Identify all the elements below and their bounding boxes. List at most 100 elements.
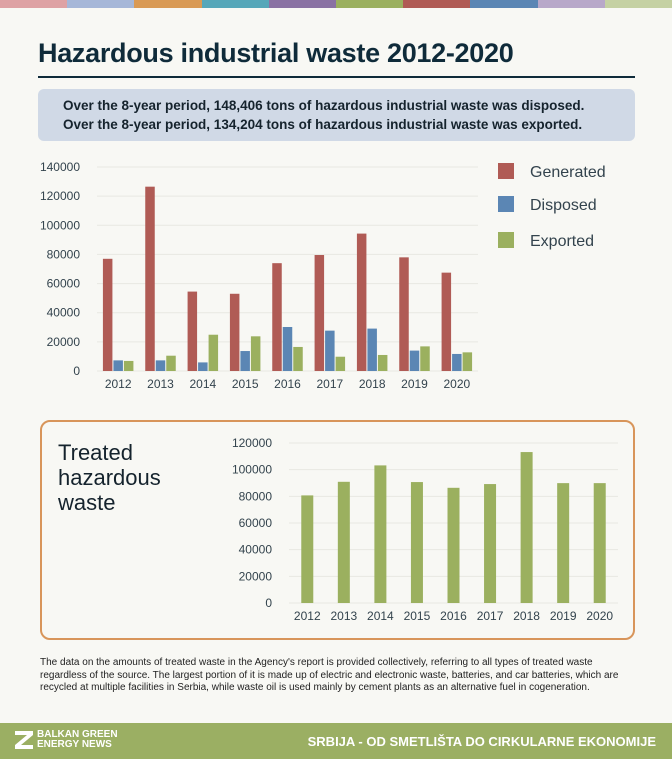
x-tick-label: 2018 bbox=[513, 609, 540, 623]
bar-generated bbox=[145, 186, 155, 371]
bar-generated bbox=[102, 258, 113, 371]
legend-label-generated: Generated bbox=[530, 164, 606, 181]
stripe-segment bbox=[336, 0, 404, 8]
bar-treated bbox=[593, 483, 606, 603]
bar-disposed bbox=[282, 326, 293, 371]
bar-generated bbox=[441, 272, 452, 371]
x-tick-label: 2015 bbox=[232, 377, 259, 391]
y-tick-label: 100000 bbox=[232, 463, 272, 477]
stripe-segment bbox=[537, 0, 605, 8]
footer-bar: BALKAN GREEN ENERGY NEWS SRBIJA - OD SMET… bbox=[0, 723, 672, 759]
bar-exported bbox=[208, 334, 219, 371]
x-tick-label: 2012 bbox=[294, 609, 321, 623]
x-tick-label: 2014 bbox=[367, 609, 394, 623]
logo-icon bbox=[15, 731, 33, 749]
bar-generated bbox=[314, 255, 325, 371]
bar-exported bbox=[420, 346, 430, 371]
bar-treated bbox=[301, 495, 314, 603]
treated-chart-title: Treated hazardous waste bbox=[58, 440, 161, 515]
bar-generated bbox=[399, 257, 409, 371]
stripe-segment bbox=[604, 0, 672, 8]
footnote: The data on the amounts of treated waste… bbox=[40, 657, 619, 693]
series-title: SRBIJA - OD SMETLIŠTA DO CIRKULARNE EKON… bbox=[307, 734, 656, 749]
bar-generated bbox=[187, 291, 198, 371]
x-tick-label: 2016 bbox=[440, 609, 467, 623]
stripe-segment bbox=[0, 0, 68, 8]
bar-generated bbox=[229, 293, 240, 371]
logo-line-1: BALKAN GREEN bbox=[37, 729, 118, 740]
logo-line-2: ENERGY NEWS bbox=[37, 739, 112, 750]
y-tick-label: 0 bbox=[73, 364, 80, 378]
summary-line-exported: Over the 8-year period, 134,204 tons of … bbox=[63, 117, 583, 132]
x-tick-label: 2014 bbox=[189, 377, 216, 391]
color-stripe bbox=[0, 0, 672, 8]
x-tick-label: 2017 bbox=[477, 609, 504, 623]
legend-label-exported: Exported bbox=[530, 233, 594, 250]
x-tick-label: 2015 bbox=[404, 609, 431, 623]
y-tick-label: 80000 bbox=[47, 247, 81, 261]
y-tick-label: 120000 bbox=[40, 189, 80, 203]
x-tick-label: 2020 bbox=[586, 609, 613, 623]
y-tick-label: 60000 bbox=[239, 516, 273, 530]
stripe-segment bbox=[67, 0, 135, 8]
legend-swatch-generated bbox=[498, 163, 514, 179]
bar-treated bbox=[337, 481, 350, 603]
x-tick-label: 2012 bbox=[105, 377, 132, 391]
stripe-segment bbox=[470, 0, 538, 8]
x-tick-label: 2013 bbox=[330, 609, 357, 623]
x-tick-label: 2020 bbox=[443, 377, 470, 391]
bar-treated bbox=[447, 487, 460, 603]
bar-disposed bbox=[452, 353, 462, 371]
bar-disposed bbox=[409, 350, 420, 371]
bar-generated bbox=[272, 263, 282, 371]
bar-exported bbox=[335, 356, 346, 371]
summary-box: Over the 8-year period, 148,406 tons of … bbox=[38, 89, 635, 141]
stripe-segment bbox=[268, 0, 337, 8]
legend-swatch-exported bbox=[498, 232, 514, 248]
x-tick-label: 2019 bbox=[550, 609, 577, 623]
bar-disposed bbox=[198, 362, 208, 371]
x-tick-label: 2018 bbox=[359, 377, 386, 391]
bar-exported bbox=[293, 346, 303, 371]
bar-disposed bbox=[113, 360, 123, 371]
stripe-segment bbox=[201, 0, 269, 8]
y-tick-label: 40000 bbox=[47, 306, 81, 320]
y-tick-label: 140000 bbox=[40, 160, 80, 174]
waste-bar-chart: 0 20000 40000 60000 80000 100000 120000 140000 2… bbox=[40, 160, 606, 391]
bar-exported bbox=[166, 355, 176, 371]
legend-label-disposed: Disposed bbox=[530, 197, 597, 214]
bar-exported bbox=[377, 354, 388, 371]
x-tick-label: 2016 bbox=[274, 377, 301, 391]
title-divider bbox=[38, 76, 635, 78]
bar-treated bbox=[557, 483, 570, 603]
bar-treated bbox=[520, 452, 533, 603]
bar-exported bbox=[250, 336, 261, 371]
bar-disposed bbox=[325, 330, 335, 371]
bar-exported bbox=[123, 360, 134, 371]
y-tick-label: 20000 bbox=[239, 569, 273, 583]
y-tick-label: 60000 bbox=[47, 277, 81, 291]
y-tick-label: 100000 bbox=[40, 218, 80, 232]
y-tick-label: 80000 bbox=[239, 489, 273, 503]
x-tick-label: 2019 bbox=[401, 377, 428, 391]
bar-generated bbox=[356, 233, 367, 371]
bar-treated bbox=[374, 465, 387, 603]
legend-swatch-disposed bbox=[498, 196, 514, 212]
bar-disposed bbox=[155, 360, 166, 371]
y-tick-label: 20000 bbox=[47, 335, 81, 349]
y-tick-label: 40000 bbox=[239, 543, 273, 557]
page-title: Hazardous industrial waste 2012-2020 bbox=[38, 38, 514, 68]
x-tick-label: 2017 bbox=[316, 377, 343, 391]
y-tick-label: 0 bbox=[265, 596, 272, 610]
bar-disposed bbox=[367, 328, 377, 371]
summary-line-disposed: Over the 8-year period, 148,406 tons of … bbox=[63, 98, 585, 113]
bar-treated bbox=[484, 484, 497, 603]
x-tick-label: 2013 bbox=[147, 377, 174, 391]
treated-waste-panel bbox=[40, 420, 635, 640]
y-tick-label: 120000 bbox=[232, 436, 272, 450]
stripe-segment bbox=[403, 0, 471, 8]
treated-bar-chart: 0 20000 40000 60000 80000 100000 120000 2012 201… bbox=[232, 436, 618, 623]
stripe-segment bbox=[134, 0, 202, 8]
bar-exported bbox=[462, 352, 473, 371]
bar-disposed bbox=[240, 351, 250, 371]
